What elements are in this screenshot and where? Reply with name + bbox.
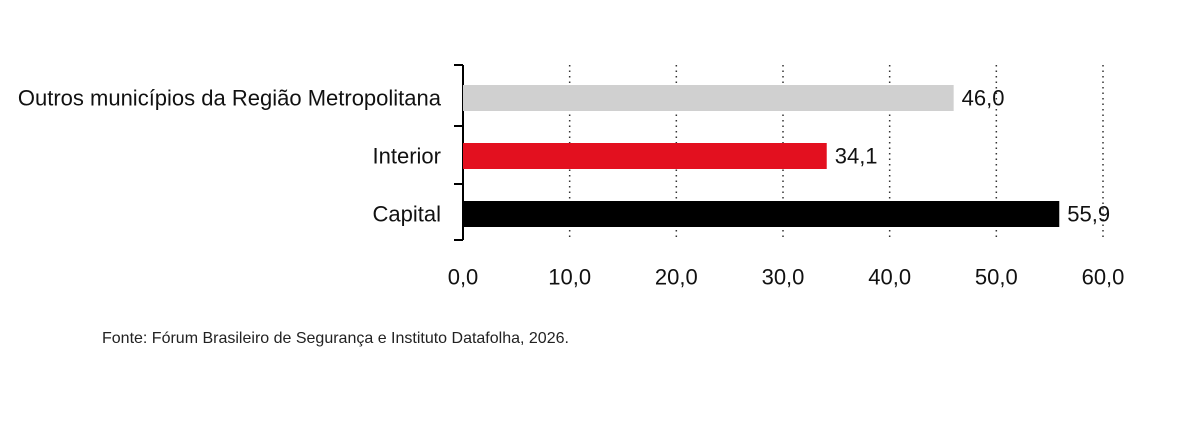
x-tick-label: 40,0 [868,265,911,290]
x-axis-ticks: 0,0 10,0 20,0 30,0 40,0 50,0 60,0 [448,265,1125,290]
value-label: 34,1 [835,144,878,169]
bar-outros-munic-pios-da-regi-o-metropolitana [463,85,954,111]
category-label: Outros municípios da Região Metropolitan… [18,86,442,111]
bar-interior [463,143,827,169]
labels: Outros municípios da Região Metropolitan… [18,86,1110,227]
x-tick-label: 60,0 [1082,265,1125,290]
bars [463,85,1060,227]
value-label: 46,0 [962,86,1005,111]
value-label: 55,9 [1067,202,1110,227]
bar-chart: Outros municípios da Região Metropolitan… [18,64,1125,290]
x-tick-label: 30,0 [762,265,805,290]
category-label: Capital [373,202,441,227]
bar-capital [463,201,1060,227]
x-tick-label: 50,0 [975,265,1018,290]
x-tick-label: 0,0 [448,265,479,290]
x-tick-label: 10,0 [548,265,591,290]
source-note: Fonte: Fórum Brasileiro de Segurança e I… [102,330,569,347]
category-label: Interior [373,144,441,169]
y-axis-bracket [454,64,464,241]
x-tick-label: 20,0 [655,265,698,290]
